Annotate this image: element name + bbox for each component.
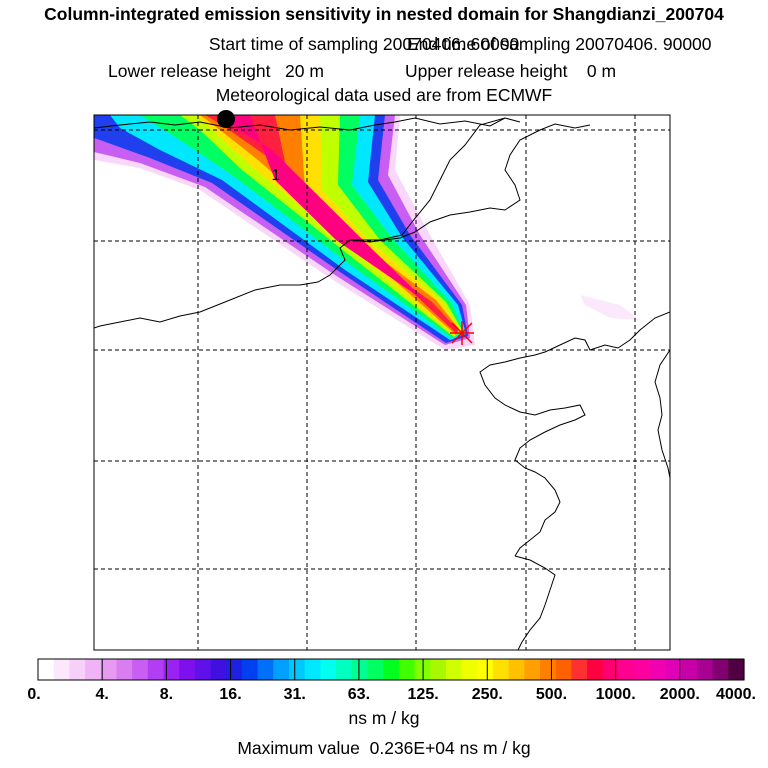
color-swatch <box>320 659 337 680</box>
plume-label: 1 <box>272 167 281 184</box>
color-tick-label: 4. <box>96 686 109 703</box>
coastline-peninsula <box>479 311 670 557</box>
color-tick-label: 250. <box>472 686 503 703</box>
color-tick-label: 0. <box>27 686 40 703</box>
sampling-end-label: End time of sampling 20070406. 90000 <box>407 34 712 54</box>
color-swatch <box>524 659 541 680</box>
chart-title: Column-integrated emission sensitivity i… <box>44 4 724 24</box>
color-tick-label: 8. <box>160 686 173 703</box>
color-scale-ticks: 0. 4. 8. 16. 31. 63. 125. 250. 500. 1000. 2000. 400… <box>27 659 756 703</box>
color-swatch <box>571 659 588 680</box>
map-frame <box>93 114 671 651</box>
plume-layer-orange <box>200 115 459 335</box>
color-swatch <box>85 659 102 680</box>
color-swatch <box>665 659 682 680</box>
color-swatch <box>712 659 729 680</box>
color-swatch <box>194 659 212 680</box>
source-dot <box>217 110 235 128</box>
max-value-label: Maximum value 0.236E+04 ns m / kg <box>237 738 531 758</box>
color-swatch <box>696 659 714 680</box>
color-swatch <box>728 659 745 680</box>
color-swatch <box>210 659 227 680</box>
color-tick-label: 31. <box>284 686 306 703</box>
coastline-north <box>94 117 521 131</box>
color-swatch <box>634 659 651 680</box>
receptor-marker <box>450 321 474 345</box>
color-swatch <box>367 659 384 680</box>
met-data-label: Meteorological data used are from ECMWF <box>215 85 553 105</box>
color-swatch <box>508 659 525 680</box>
color-swatch <box>681 659 698 680</box>
plume-footprint <box>94 115 640 350</box>
color-swatch <box>69 659 86 680</box>
color-swatch <box>163 659 180 680</box>
color-tick-label: 500. <box>536 686 567 703</box>
color-swatch <box>492 659 510 680</box>
color-tick-label: 16. <box>219 686 241 703</box>
color-tick-label: 1000. <box>596 686 636 703</box>
color-scale-bar <box>37 658 745 681</box>
color-swatch <box>273 659 290 680</box>
color-swatch <box>53 659 70 680</box>
grid-lines <box>94 115 670 650</box>
color-swatch <box>398 659 416 680</box>
plume-layer-green <box>140 115 464 338</box>
sampling-start-label: Start time of sampling 20070406. 60000 <box>208 34 520 54</box>
color-swatch <box>649 659 667 680</box>
color-swatch <box>132 659 149 680</box>
color-swatch <box>587 659 604 680</box>
color-swatch <box>257 659 274 680</box>
color-swatch <box>336 659 353 680</box>
color-swatch <box>461 659 478 680</box>
plume-layer-magenta <box>215 115 457 331</box>
color-bar-outline <box>37 658 745 681</box>
color-tick-label: 63. <box>348 686 370 703</box>
plume-faint-east <box>580 295 640 320</box>
coastline-bohai <box>349 123 591 243</box>
color-swatch <box>555 659 573 680</box>
color-swatch <box>304 659 321 680</box>
color-swatch <box>179 659 196 680</box>
color-tick-label: 4000. <box>716 686 756 703</box>
color-swatch <box>289 659 306 680</box>
upper-release-label: Upper release height 0 m <box>405 61 617 81</box>
lower-release-label: Lower release height 20 m <box>108 61 324 81</box>
coastline-south <box>514 555 556 650</box>
color-tick-label: 2000. <box>660 686 700 703</box>
color-swatch <box>38 659 55 680</box>
color-swatch <box>477 659 494 680</box>
coastline-korea <box>654 349 670 479</box>
color-swatch <box>241 659 259 680</box>
coastline-bay-upper <box>94 117 506 329</box>
color-swatch <box>351 659 369 680</box>
color-swatch <box>116 659 133 680</box>
unit-label: ns m / kg <box>348 708 420 728</box>
color-swatch <box>226 659 243 680</box>
color-swatch <box>383 659 400 680</box>
color-swatch <box>540 659 557 680</box>
color-swatch <box>147 659 165 680</box>
color-swatch <box>602 659 620 680</box>
color-swatch <box>618 659 635 680</box>
color-tick-label: 125. <box>408 686 439 703</box>
color-swatch <box>100 659 118 680</box>
color-swatch <box>445 659 463 680</box>
color-swatch <box>430 659 447 680</box>
